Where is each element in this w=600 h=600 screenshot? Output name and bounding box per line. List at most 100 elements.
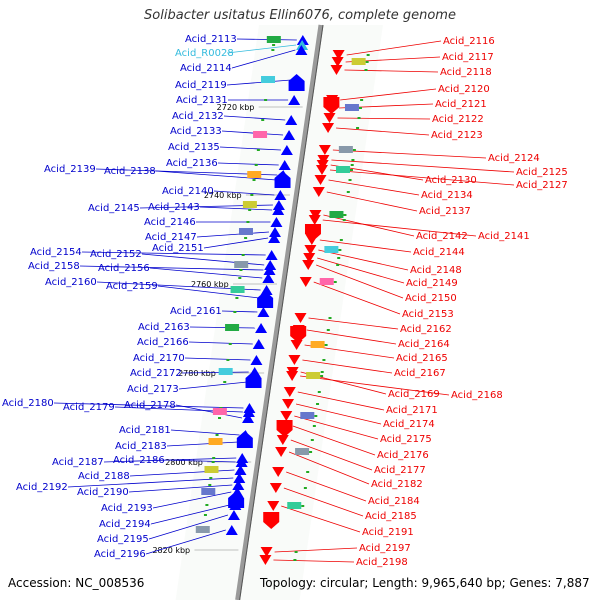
gene-label-right[interactable]: Acid_2176 [377,450,429,461]
gene-label-right[interactable]: Acid_2185 [365,511,417,522]
gene-label-right[interactable]: Acid_2149 [406,278,458,289]
gene-label-right[interactable]: Acid_2150 [405,293,457,304]
gene-label-left[interactable]: Acid_2113 [185,34,237,45]
gene-label-left[interactable]: Acid_2188 [78,471,130,482]
gene-label-left[interactable]: Acid_2143 [148,202,200,213]
gene-label-left[interactable]: Acid_2192 [16,482,68,493]
gene-label-right[interactable]: Acid_2182 [371,479,423,490]
gene-label-left[interactable]: Acid_2136 [166,158,218,169]
gene-label-left[interactable]: Acid_2172 [130,368,182,379]
gene-label-left[interactable]: Acid_2160 [45,277,97,288]
right-connector-line [331,159,515,173]
gene-label-left[interactable]: Acid_R0028 [175,48,234,59]
gene-label-left[interactable]: Acid_2156 [98,263,150,274]
backbone-layer: 2720 kbp 2740 kbp 2760 kbp 2780 kbp 2800 kbp… [152,24,383,600]
gene-label-right[interactable]: Acid_2165 [396,353,448,364]
gene-marker-dot [310,439,314,441]
gene-label-right[interactable]: Acid_2153 [402,309,454,320]
gene-label-right[interactable]: Acid_2148 [410,265,462,276]
gene-label-right[interactable]: Acid_2164 [398,339,450,350]
gene-label-left[interactable]: Acid_2135 [168,142,220,153]
gene-label-left[interactable]: Acid_2138 [104,166,156,177]
gene-label-left[interactable]: Acid_2158 [28,261,80,272]
gene-arrow-shape [263,265,276,275]
gene-label-right[interactable]: Acid_2144 [413,247,465,258]
gene-label-left[interactable]: Acid_2173 [127,384,179,395]
gene-label-left[interactable]: Acid_2151 [152,243,204,254]
left-connector-line [175,404,243,419]
gene-label-right[interactable]: Acid_2197 [359,543,411,554]
gene-label-right[interactable]: Acid_2125 [516,167,568,178]
gene-label-right[interactable]: Acid_2162 [400,324,452,335]
gene-label-right[interactable]: Acid_2130 [425,175,477,186]
gene-label-left[interactable]: Acid_2166 [137,337,189,348]
gene-label-left[interactable]: Acid_2161 [170,306,222,317]
gene-label-right[interactable]: Acid_2134 [421,190,473,201]
gene-label-left[interactable]: Acid_2132 [172,111,224,122]
domain-block [242,201,257,208]
gene-label-right[interactable]: Acid_2120 [438,84,490,95]
gene-label-right[interactable]: Acid_2198 [356,557,408,568]
gene-label-left[interactable]: Acid_2119 [175,80,227,91]
gene-label-right[interactable]: Acid_2118 [440,67,492,78]
gene-label-right[interactable]: Acid_2167 [394,368,446,379]
gene-label-left[interactable]: Acid_2195 [97,534,149,545]
gene-marker-dot [337,257,341,259]
gene-label-left[interactable]: Acid_2163 [138,322,190,333]
gene-label-left[interactable]: Acid_2183 [115,441,167,452]
gene-label-left[interactable]: Acid_2170 [133,353,185,364]
gene-label-left[interactable]: Acid_2145 [88,203,140,214]
left-connector-line [79,265,264,271]
domain-block [212,408,227,415]
gene-label-left[interactable]: Acid_2187 [52,457,104,468]
left-connector-line [219,146,281,151]
gene-label-right[interactable]: Acid_2175 [380,434,432,445]
gene-label-left[interactable]: Acid_2133 [170,126,222,137]
gene-label-right[interactable]: Acid_2137 [419,206,471,217]
gene-label-left[interactable]: Acid_2131 [176,95,228,106]
right-gene-arrow [303,253,316,263]
gene-label-left[interactable]: Acid_2194 [99,519,151,530]
gene-label-left[interactable]: Acid_2147 [145,232,197,243]
gene-arrow-shape [330,65,343,75]
gene-label-right[interactable]: Acid_2191 [362,527,414,538]
gene-arrow-shape [276,435,289,445]
gene-arrow-shape [303,253,316,263]
gene-label-right[interactable]: Acid_2123 [431,130,483,141]
gene-marker-dot [320,371,324,373]
gene-label-left[interactable]: Acid_2152 [90,249,142,260]
gene-label-left[interactable]: Acid_2186 [113,455,165,466]
gene-label-right[interactable]: Acid_2121 [435,99,487,110]
gene-label-left[interactable]: Acid_2154 [30,247,82,258]
gene-label-left[interactable]: Acid_2193 [101,503,153,514]
gene-label-left[interactable]: Acid_2178 [124,400,176,411]
scale-label: 2760 kbp [191,280,229,289]
gene-label-left[interactable]: Acid_2159 [106,281,158,292]
gene-label-right[interactable]: Acid_2184 [368,496,420,507]
gene-label-right[interactable]: Acid_2116 [443,36,495,47]
gene-label-right[interactable]: Acid_2168 [451,390,503,401]
right-gene-arrow [302,260,315,270]
gene-label-left[interactable]: Acid_2114 [180,63,232,74]
gene-label-left[interactable]: Acid_2146 [144,217,196,228]
gene-label-right[interactable]: Acid_2142 [416,231,468,242]
gene-label-left[interactable]: Acid_2181 [119,425,171,436]
left-connector-line [181,371,249,374]
gene-label-left[interactable]: Acid_2139 [44,164,96,175]
gene-label-right[interactable]: Acid_2124 [488,153,540,164]
gene-label-right[interactable]: Acid_2177 [374,465,426,476]
right-connector-line [332,149,487,159]
domain-block [253,131,268,138]
gene-label-left[interactable]: Acid_2190 [77,487,129,498]
gene-label-left[interactable]: Acid_2196 [94,549,146,560]
gene-label-left[interactable]: Acid_2180 [2,398,54,409]
gene-label-right[interactable]: Acid_2171 [386,405,438,416]
gene-label-right[interactable]: Acid_2169 [388,389,440,400]
gene-label-right[interactable]: Acid_2117 [442,52,494,63]
gene-label-right[interactable]: Acid_2174 [383,419,435,430]
gene-label-right[interactable]: Acid_2141 [478,231,530,242]
gene-label-right[interactable]: Acid_2122 [432,114,484,125]
gene-label-right[interactable]: Acid_2127 [516,180,568,191]
gene-label-left[interactable]: Acid_2140 [162,186,214,197]
gene-label-left[interactable]: Acid_2179 [63,402,115,413]
